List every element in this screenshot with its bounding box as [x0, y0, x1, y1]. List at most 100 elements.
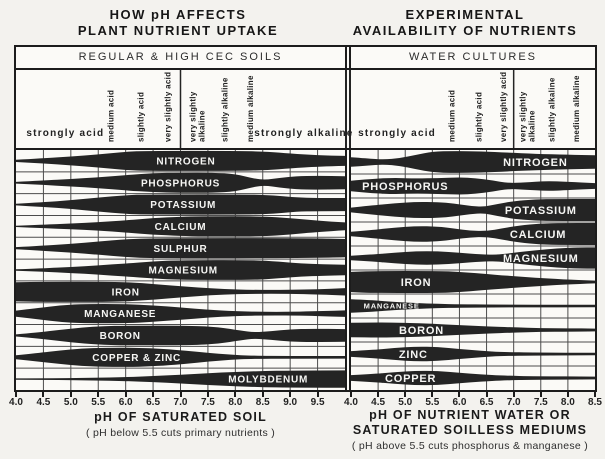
band-label-magnesium: MAGNESIUM — [503, 253, 579, 265]
ph-tick — [152, 392, 155, 397]
gridlines — [351, 150, 595, 390]
ph-tick-label: 6.5 — [479, 397, 494, 408]
nutrient-band-phosphorus — [351, 177, 595, 195]
ph-tick — [316, 392, 319, 397]
band-label-magnesium: MAGNESIUM — [149, 266, 218, 277]
acidity-zone-label: medium alkaline — [246, 75, 255, 142]
band-label-nitrogen: NITROGEN — [156, 157, 215, 168]
ph-tick-label: 7.5 — [533, 397, 548, 408]
ph-tick-label: 8.0 — [560, 397, 575, 408]
nutrient-band-manganese — [16, 304, 345, 324]
chart-body: NITROGEN PHOSPHORUS POTASSIUM CALCIUM SULPHU… — [16, 150, 595, 390]
band-label-molybdenum: MOLYBDENUM — [228, 375, 308, 386]
acidity-zone-labels: strongly acid medium acid slightly acid ver… — [26, 70, 581, 148]
ph-tick-label: 8.5 — [588, 397, 602, 408]
band-label-calcium: CALCIUM — [155, 222, 207, 233]
panel-header-row: REGULAR & HIGH CEC SOILS WATER CULTURES — [16, 47, 595, 70]
nutrient-band-iron — [16, 281, 345, 302]
ph-tick-label: 5.5 — [91, 397, 106, 408]
ph-tick — [404, 392, 407, 397]
band-label-copper: COPPER — [385, 373, 436, 385]
nutrient-band-calcium — [351, 223, 595, 245]
acidity-zone-label: very slightly — [188, 91, 197, 142]
ph-tick — [566, 392, 569, 397]
acidity-zone-label: alkaline — [197, 110, 206, 142]
band-label-calcium: CALCIUM — [510, 229, 566, 241]
nutrient-band-phosphorus — [16, 172, 345, 193]
acidity-zone-label: slightly alkaline — [220, 77, 229, 142]
ph-tick — [431, 392, 434, 397]
acidity-zone-label: strongly alkaline — [254, 128, 353, 139]
acidity-zone-label: slightly acid — [136, 92, 145, 142]
nutrient-band-boron — [351, 322, 595, 338]
nutrient-band-boron — [16, 325, 345, 346]
nutrient-band-potassium — [351, 199, 595, 221]
right-panel-header: WATER CULTURES — [408, 51, 538, 63]
right-axis-title-line2: SATURATED SOILLESS MEDIUMS — [352, 423, 588, 437]
nutrient-band-manganese — [351, 299, 595, 313]
acidity-zone-label: strongly acid — [358, 128, 436, 139]
ph-tick — [539, 392, 542, 397]
ph-tick-label: 6.0 — [452, 397, 467, 408]
ph-tick — [69, 392, 72, 397]
ph-tick — [458, 392, 461, 397]
ph-tick — [97, 392, 100, 397]
right-axis-title-line1: pH OF NUTRIENT WATER OR — [369, 408, 571, 422]
left-title-line1: HOW pH AFFECTS — [109, 7, 247, 22]
right-axis-title: pH OF NUTRIENT WATER OR SATURATED SOILLE… — [338, 408, 602, 452]
nutrient-band-calcium — [16, 216, 345, 237]
right-title-line2: AVAILABILITY OF NUTRIENTS — [352, 23, 578, 38]
ph-tick — [512, 392, 515, 397]
ph-tick — [42, 392, 45, 397]
ph-tick-label: 8.5 — [255, 397, 270, 408]
ph-tick-label: 7.5 — [200, 397, 215, 408]
band-label-iron: IRON — [401, 277, 432, 289]
nutrient-band-copper-zinc — [16, 347, 345, 367]
ph-tick-label: 9.0 — [283, 397, 298, 408]
ph-tick-label: 4.5 — [371, 397, 386, 408]
ph-tick — [350, 392, 352, 397]
ph-tick-label: 5.5 — [425, 397, 440, 408]
right-panel-plot: NITROGEN PHOSPHORUS POTASSIUM CALCIUM MAGNES… — [351, 150, 595, 390]
nutrient-band-zinc — [351, 346, 595, 362]
acidity-zone-label: very slightly acid — [163, 72, 172, 142]
band-label-manganese: MANGANESE — [84, 309, 156, 320]
left-axis-title: pH OF SATURATED SOIL ( pH below 5.5 cuts… — [14, 410, 347, 439]
panel-divider-line — [349, 70, 351, 148]
acidity-zone-label: medium acid — [447, 90, 456, 142]
nutrient-band-magnesium — [16, 260, 345, 280]
left-title-line2: PLANT NUTRIENT UPTAKE — [77, 23, 279, 38]
band-label-nitrogen: NITROGEN — [503, 157, 567, 169]
acidity-zone-row: strongly acid medium acid slightly acid ver… — [16, 70, 595, 150]
ph-tick — [124, 392, 127, 397]
ph-tick — [15, 392, 17, 397]
acidity-zone-label: medium acid — [106, 90, 115, 142]
acidity-zone-label: slightly acid — [474, 92, 483, 142]
band-label-boron: BORON — [100, 331, 141, 342]
nutrient-band-copper — [351, 370, 595, 386]
ph-tick-label: 4.5 — [36, 397, 51, 408]
ph-tick — [594, 392, 596, 397]
ph-tick — [485, 392, 488, 397]
nutrient-band-nitrogen — [16, 150, 345, 171]
panel-divider — [345, 47, 351, 68]
ph-tick — [179, 392, 182, 397]
ph-tick-label: 4.0 — [9, 397, 23, 408]
left-chart-title: HOW pH AFFECTS PLANT NUTRIENT UPTAKE — [18, 7, 338, 39]
band-label-iron: IRON — [112, 287, 140, 298]
left-panel-plot: NITROGEN PHOSPHORUS POTASSIUM CALCIUM SULPHU… — [16, 150, 345, 390]
ph-tick — [206, 392, 209, 397]
band-label-copper-zinc: COPPER & ZINC — [92, 353, 181, 364]
ph-tick — [234, 392, 237, 397]
left-axis-note: ( pH below 5.5 cuts primary nutrients ) — [85, 427, 276, 439]
ph-tick — [261, 392, 264, 397]
ph-tick-label: 6.0 — [118, 397, 133, 408]
band-label-manganese: MANGANESE — [364, 302, 420, 311]
band-label-zinc: ZINC — [399, 349, 428, 361]
nutrient-band-molybdenum — [16, 370, 345, 388]
neutral-ph-divider — [512, 70, 515, 148]
nutrient-band-potassium — [16, 194, 345, 215]
band-label-boron: BORON — [399, 325, 444, 337]
chart-frame: REGULAR & HIGH CEC SOILS WATER CULTURES … — [14, 45, 597, 392]
left-panel-header: REGULAR & HIGH CEC SOILS — [78, 51, 283, 63]
